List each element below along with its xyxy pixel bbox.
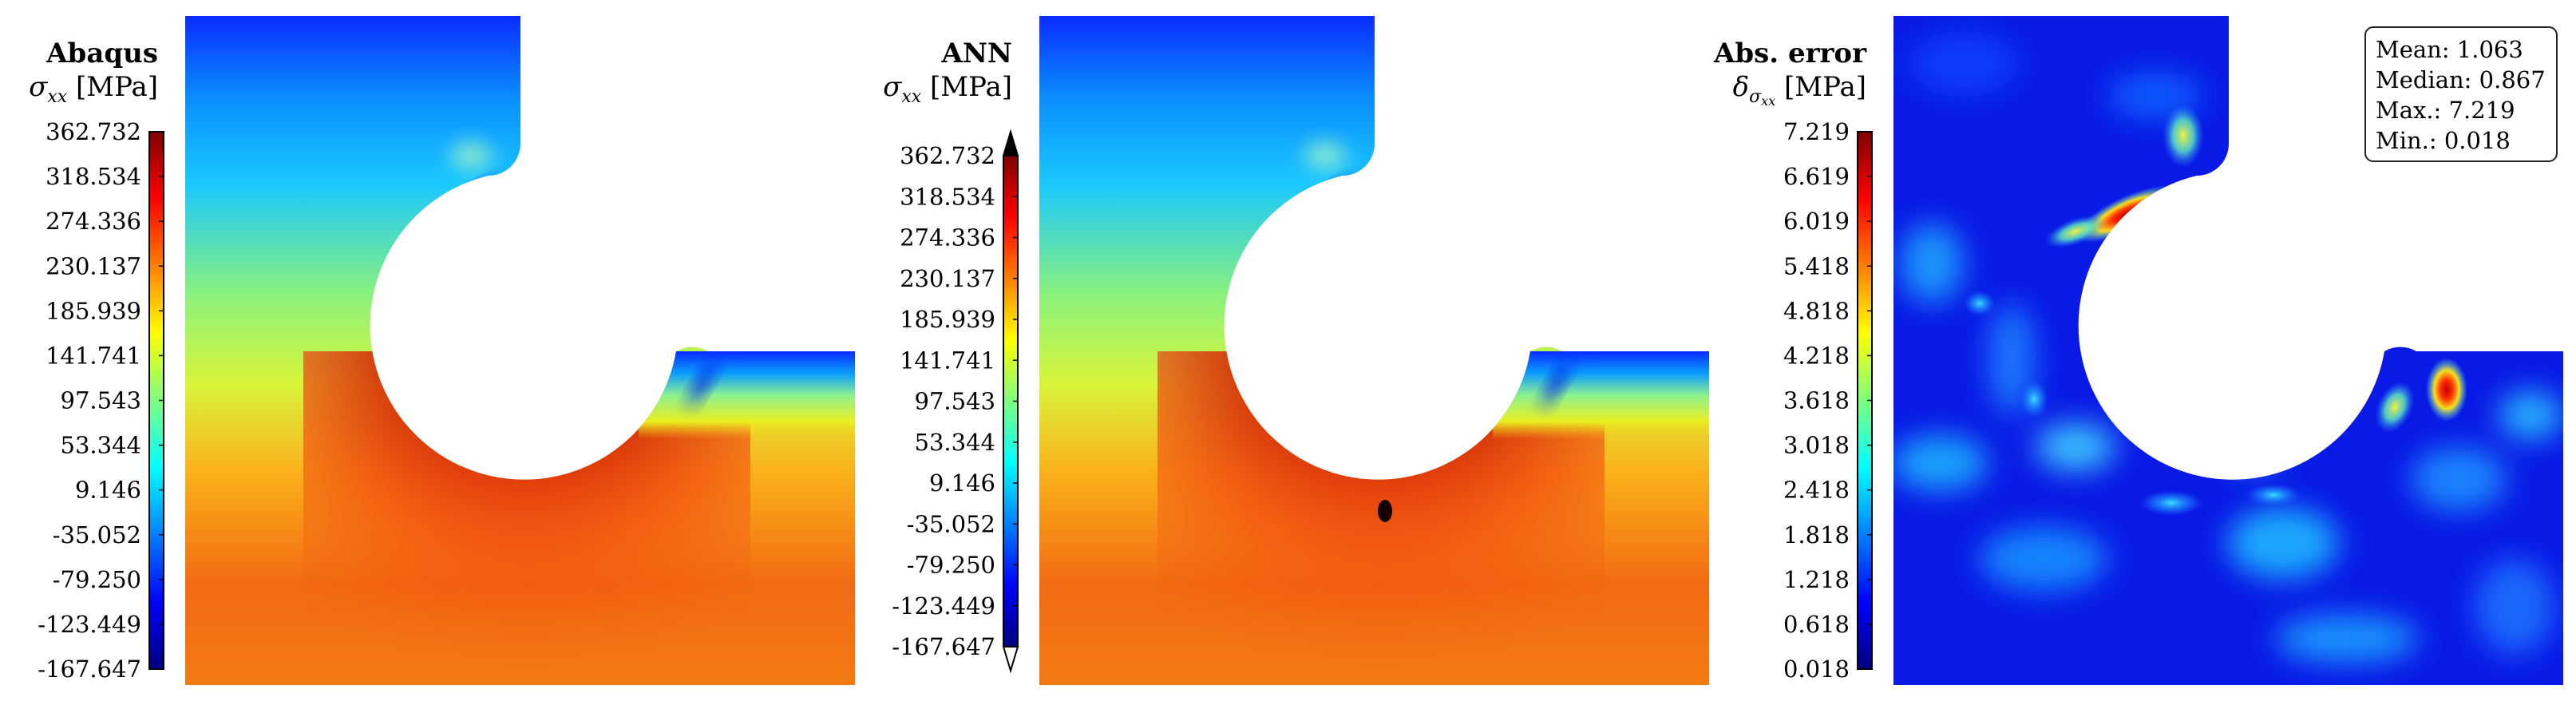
colorbar-tick-label: 141.741: [900, 347, 995, 374]
colorbar-tick-label: 230.137: [46, 252, 141, 279]
colorbar-tick-label: 3.618: [1783, 387, 1850, 414]
colorbar-tick-label: 362.732: [900, 142, 995, 169]
stress-contour-abaqus: [185, 16, 855, 685]
stat-median: Median: 0.867: [2376, 66, 2546, 93]
colorbar-tick-label: 4.218: [1783, 342, 1850, 369]
colorbar-tick-label: 3.018: [1783, 432, 1850, 459]
colorbar-tick-label: 318.534: [46, 163, 141, 190]
stat-mean: Mean: 1.063: [2376, 36, 2523, 63]
colorbar-tick-label: 230.137: [900, 265, 995, 292]
colorbar-tick-label: 97.543: [915, 388, 995, 415]
colorbar-tick-label: 97.543: [61, 387, 141, 414]
colorbar-tick-label: 7.219: [1783, 118, 1850, 145]
colorbar-tick-label: -35.052: [53, 521, 141, 549]
colorbar-tick-label: 9.146: [929, 469, 995, 497]
colorbar-tick-label: 6.619: [1783, 163, 1850, 190]
colorbar-label-abaqus: σxx [MPa]: [29, 71, 158, 107]
colorbar-tick-label: -79.250: [907, 552, 995, 579]
colorbar-tick-label: -35.052: [907, 510, 995, 537]
colorbar-tick-label: -123.449: [38, 611, 141, 638]
colorbar-tick-label: 185.939: [900, 306, 995, 333]
colorbar-tick-label: 4.818: [1783, 297, 1850, 324]
panel-abaqus: Abaqus σxx [MPa] 362.732 318.534 274.336 23…: [29, 16, 855, 685]
stress-contour-ann: [1039, 16, 1709, 685]
colorbar-tick-label: 1.218: [1783, 566, 1850, 593]
colorbar-tick-label: 2.418: [1783, 477, 1850, 504]
colorbar-tick-label: 9.146: [75, 477, 141, 504]
stats-box: Mean: 1.063 Median: 0.867 Max.: 7.219 Mi…: [2364, 26, 2558, 162]
colorbar-tick-label: 53.344: [61, 432, 141, 459]
panel-ann: ANN σxx [MPa] 362.732 318.534 274.336 230.1…: [883, 16, 1709, 685]
colorbar-tick-label: 5.418: [1783, 252, 1850, 279]
colorbar-ticks-ann: 362.732 318.534 274.336 230.137 185.939 141.7…: [892, 142, 1018, 660]
colorbar-tick-label: -123.449: [892, 592, 995, 620]
colorbar-label-abs-error: δσxx [MPa]: [1733, 71, 1866, 109]
colorbar-tick-label: 0.618: [1783, 611, 1850, 638]
panel-abs-error: Abs. error δσxx [MPa] 7.219 6.619 6.019 5.4…: [1713, 16, 2563, 685]
colorbar-tick-label: 185.939: [46, 297, 141, 324]
colorbar-tick-label: 141.741: [46, 342, 141, 369]
colorbar-tick-label: 318.534: [900, 183, 995, 210]
colorbar-tick-label: 274.336: [46, 208, 141, 235]
colorbar-tick-label: 274.336: [900, 224, 995, 251]
colorbar-tick-label: 6.019: [1783, 208, 1850, 235]
stat-min: Min.: 0.018: [2376, 127, 2511, 154]
stat-max: Max.: 7.219: [2376, 97, 2515, 124]
panel-title-abaqus: Abaqus: [46, 38, 158, 69]
colorbar-underflow-arrow-bottom: [1002, 646, 1019, 674]
panel-title-abs-error: Abs. error: [1713, 38, 1867, 69]
colorbar-tick-label: 53.344: [915, 429, 995, 456]
colorbar-tick-label: 1.818: [1783, 521, 1850, 549]
colorbar-overflow-arrow-top: [1002, 129, 1019, 156]
colorbar-tick-label: 0.018: [1783, 655, 1850, 683]
panel-title-ann: ANN: [940, 38, 1012, 69]
colorbar-tick-label: -167.647: [38, 655, 141, 683]
colorbar-tick-label: 362.732: [46, 118, 141, 145]
colorbar-ticks-abaqus: 362.732 318.534 274.336 230.137 185.939 141.7…: [38, 118, 164, 683]
colorbar-tick-label: -79.250: [53, 566, 141, 593]
colorbar-tick-label: -167.647: [892, 633, 995, 660]
colorbar-label-ann: σxx [MPa]: [883, 71, 1012, 107]
colorbar-ticks-abs-error: 7.219 6.619 6.019 5.418 4.818 4.218 3.618 3.018…: [1783, 118, 1872, 683]
